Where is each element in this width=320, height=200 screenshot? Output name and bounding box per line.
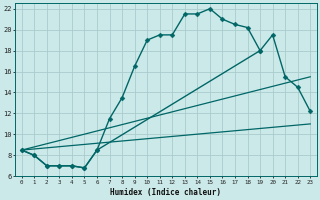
X-axis label: Humidex (Indice chaleur): Humidex (Indice chaleur) — [110, 188, 221, 197]
